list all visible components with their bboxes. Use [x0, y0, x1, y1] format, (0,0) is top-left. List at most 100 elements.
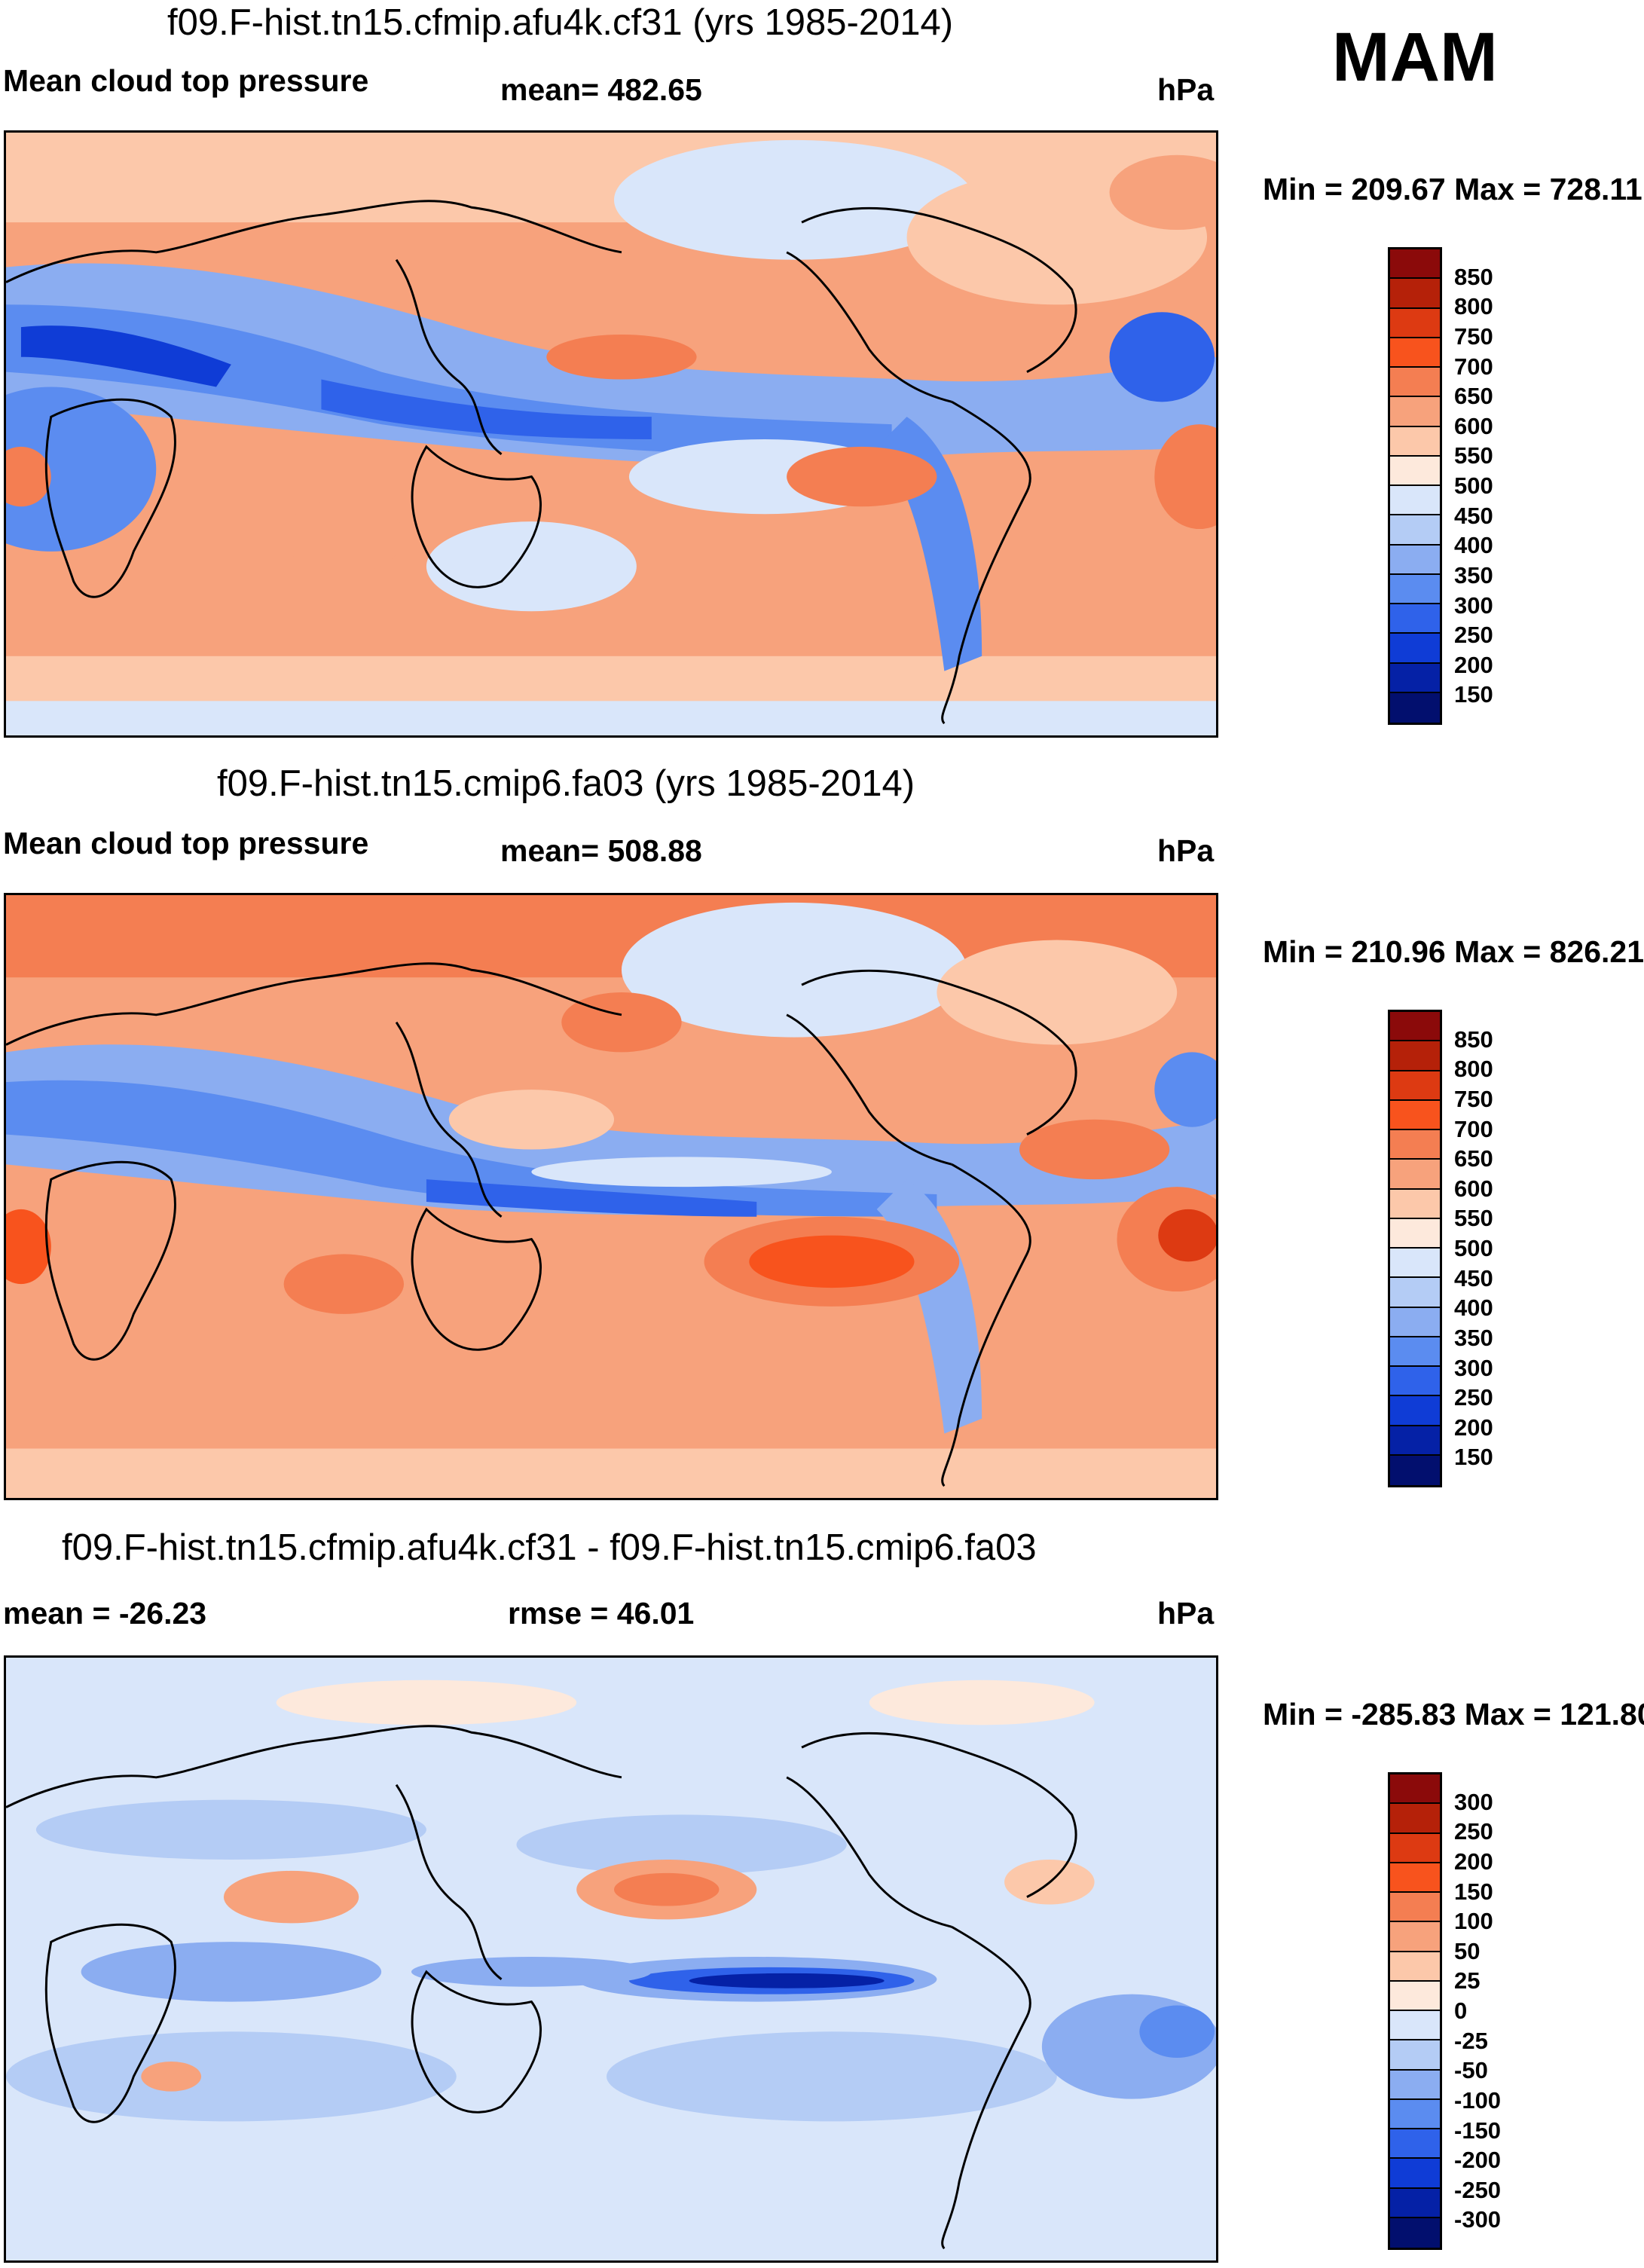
- colorbar-segment: [1390, 1337, 1440, 1367]
- colorbar-segment: [1390, 1833, 1440, 1863]
- panel1-variable: Mean cloud top pressure: [3, 63, 369, 98]
- colorbar-tick-label: -150: [1454, 2117, 1502, 2144]
- panel2-mean: mean= 508.88: [500, 833, 702, 868]
- colorbar-segment: [1390, 692, 1440, 723]
- panel2-map-field: [6, 895, 1216, 1498]
- panel2-map: [4, 893, 1218, 1500]
- colorbar-tick-label: 200: [1454, 1848, 1493, 1875]
- panel3-minmax: Min = -285.83 Max = 121.80: [1263, 1697, 1644, 1732]
- colorbar-tick-label: 850: [1454, 263, 1493, 290]
- panel2-variable: Mean cloud top pressure: [3, 826, 369, 860]
- colorbar-segment: [1390, 1218, 1440, 1249]
- colorbar-segment: [1390, 1100, 1440, 1130]
- colorbar-segment: [1390, 456, 1440, 486]
- colorbar-tick-label: 350: [1454, 561, 1493, 588]
- colorbar-segment: [1390, 2218, 1440, 2248]
- colorbar-segment: [1390, 1981, 1440, 2011]
- colorbar-segment: [1390, 663, 1440, 693]
- colorbar-tick-label: 550: [1454, 442, 1493, 469]
- colorbar-tick-label: 400: [1454, 532, 1493, 559]
- colorbar-tick-label: 700: [1454, 353, 1493, 380]
- panel1-minmax: Min = 209.67 Max = 728.11: [1263, 172, 1642, 206]
- colorbar-segment: [1390, 1952, 1440, 1982]
- panel1-title: f09.F-hist.tn15.cfmip.afu4k.cf31 (yrs 19…: [167, 2, 954, 43]
- panel3-colorbar: [1388, 1772, 1442, 2250]
- colorbar-segment: [1390, 1863, 1440, 1893]
- colorbar-tick-label: 350: [1454, 1324, 1493, 1351]
- colorbar-tick-label: 50: [1454, 1937, 1481, 1964]
- colorbar-segment: [1390, 1012, 1440, 1042]
- colorbar-segment: [1390, 1367, 1440, 1397]
- colorbar-segment: [1390, 1249, 1440, 1279]
- colorbar-segment: [1390, 515, 1440, 546]
- colorbar-tick-label: 150: [1454, 1878, 1493, 1905]
- colorbar-segment: [1390, 368, 1440, 398]
- colorbar-tick-label: 550: [1454, 1205, 1493, 1232]
- colorbar-tick-label: 450: [1454, 1264, 1493, 1291]
- colorbar-tick-label: 250: [1454, 1384, 1493, 1411]
- colorbar-segment: [1390, 1130, 1440, 1160]
- colorbar-tick-label: -200: [1454, 2147, 1502, 2174]
- colorbar-segment: [1390, 308, 1440, 338]
- colorbar-tick-label: 150: [1454, 681, 1493, 708]
- colorbar-tick-label: -100: [1454, 2086, 1502, 2114]
- panel2-units: hPa: [1157, 833, 1215, 868]
- colorbar-tick-label: 650: [1454, 383, 1493, 410]
- colorbar-tick-label: 800: [1454, 293, 1493, 320]
- colorbar-segment: [1390, 1189, 1440, 1219]
- panel3-map: [4, 1655, 1218, 2263]
- colorbar-tick-label: 500: [1454, 1235, 1493, 1261]
- colorbar-tick-label: 400: [1454, 1294, 1493, 1322]
- colorbar-segment: [1390, 1774, 1440, 1805]
- colorbar-segment: [1390, 2070, 1440, 2100]
- colorbar-tick-label: 500: [1454, 472, 1493, 499]
- colorbar-segment: [1390, 2159, 1440, 2189]
- colorbar-segment: [1390, 426, 1440, 457]
- colorbar-segment: [1390, 2188, 1440, 2218]
- colorbar-segment: [1390, 279, 1440, 309]
- colorbar-segment: [1390, 1071, 1440, 1101]
- colorbar-segment: [1390, 1455, 1440, 1485]
- colorbar-tick-label: 200: [1454, 1414, 1493, 1441]
- colorbar-tick-label: 450: [1454, 502, 1493, 529]
- colorbar-tick-label: -250: [1454, 2176, 1502, 2203]
- colorbar-tick-label: 200: [1454, 651, 1493, 678]
- colorbar-segment: [1390, 338, 1440, 368]
- colorbar-tick-label: 250: [1454, 1818, 1493, 1845]
- colorbar-segment: [1390, 1893, 1440, 1923]
- colorbar-tick-label: 300: [1454, 591, 1493, 619]
- colorbar-segment: [1390, 1396, 1440, 1426]
- colorbar-tick-label: 300: [1454, 1354, 1493, 1381]
- colorbar-tick-label: 600: [1454, 1175, 1493, 1202]
- colorbar-segment: [1390, 1426, 1440, 1456]
- colorbar-segment: [1390, 2129, 1440, 2159]
- colorbar-tick-label: -25: [1454, 2027, 1488, 2054]
- colorbar-segment: [1390, 1804, 1440, 1834]
- colorbar-tick-label: 0: [1454, 1997, 1468, 2024]
- panel2-title: f09.F-hist.tn15.cmip6.fa03 (yrs 1985-201…: [217, 763, 915, 804]
- colorbar-segment: [1390, 1041, 1440, 1071]
- colorbar-segment: [1390, 397, 1440, 427]
- panel2-colorbar: [1388, 1010, 1442, 1487]
- panel2-minmax: Min = 210.96 Max = 826.21: [1263, 934, 1644, 969]
- colorbar-tick-label: 850: [1454, 1025, 1493, 1053]
- colorbar-segment: [1390, 2099, 1440, 2129]
- panel3-mean: mean = -26.23: [3, 1596, 207, 1631]
- colorbar-segment: [1390, 604, 1440, 634]
- panel1-units: hPa: [1157, 72, 1215, 107]
- colorbar-tick-label: 750: [1454, 1085, 1493, 1112]
- colorbar-tick-label: 600: [1454, 412, 1493, 439]
- colorbar-segment: [1390, 634, 1440, 664]
- colorbar-tick-label: 150: [1454, 1444, 1493, 1471]
- colorbar-segment: [1390, 1160, 1440, 1190]
- colorbar-segment: [1390, 1278, 1440, 1308]
- colorbar-tick-label: 800: [1454, 1056, 1493, 1083]
- colorbar-segment: [1390, 2040, 1440, 2071]
- colorbar-tick-label: 700: [1454, 1115, 1493, 1142]
- colorbar-segment: [1390, 545, 1440, 575]
- colorbar-tick-label: 750: [1454, 322, 1493, 350]
- panel3-rmse: rmse = 46.01: [508, 1596, 695, 1631]
- panel1-map-field: [6, 133, 1216, 735]
- colorbar-tick-label: 650: [1454, 1145, 1493, 1172]
- season-label: MAM: [1332, 19, 1498, 96]
